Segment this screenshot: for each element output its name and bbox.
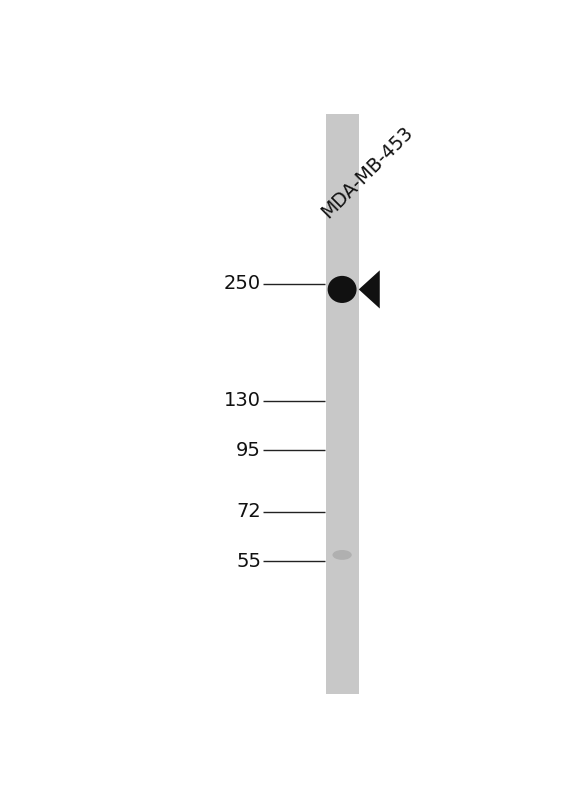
Ellipse shape xyxy=(332,550,352,560)
Text: 95: 95 xyxy=(236,441,261,460)
Bar xyxy=(325,114,359,694)
Text: 72: 72 xyxy=(236,502,261,522)
Text: 250: 250 xyxy=(224,274,261,294)
Polygon shape xyxy=(359,270,380,309)
Ellipse shape xyxy=(328,276,357,303)
Text: MDA-MB-453: MDA-MB-453 xyxy=(318,123,417,222)
Text: 130: 130 xyxy=(224,391,261,410)
Text: 55: 55 xyxy=(236,551,261,570)
